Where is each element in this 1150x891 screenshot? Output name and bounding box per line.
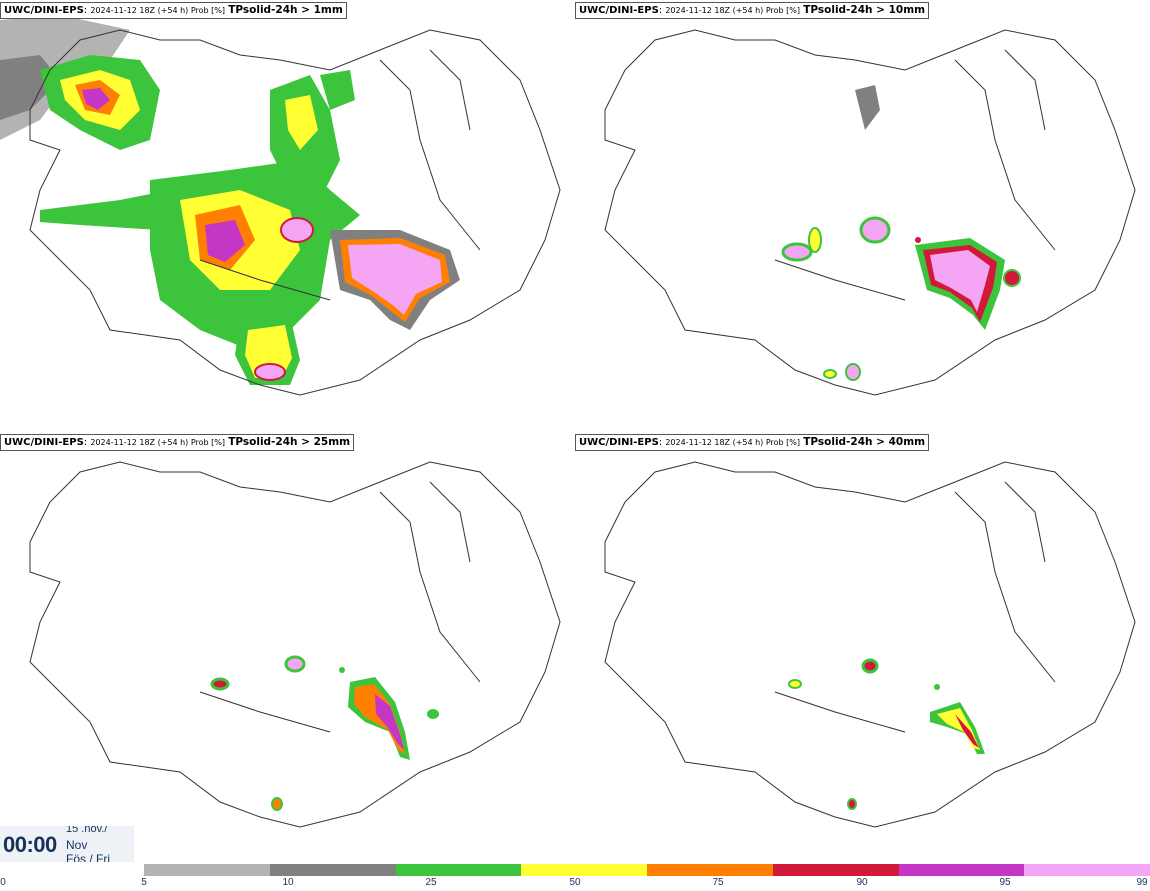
probability-shading — [210, 655, 439, 811]
parameter-label: TPsolid-24h > 25mm — [228, 436, 351, 448]
colorbar-seg-50-75 — [521, 864, 647, 876]
run-info: 2024-11-12 18Z (+54 h) Prob [%] — [90, 6, 226, 15]
colorbar-tick-label: 50 — [569, 877, 581, 888]
parameter-label: TPsolid-24h > 40mm — [803, 436, 926, 448]
run-info: 2024-11-12 18Z (+54 h) Prob [%] — [90, 438, 226, 447]
map-panel-10mm: UWC/DINI-EPS: 2024-11-12 18Z (+54 h) Pro… — [575, 0, 1150, 430]
panel-title: UWC/DINI-EPS: 2024-11-12 18Z (+54 h) Pro… — [575, 2, 930, 19]
valid-date: 15 .nóv./ — [66, 826, 108, 835]
iceland-probability-map — [0, 15, 561, 396]
colorbar-seg-10-25 — [269, 864, 396, 876]
iceland-probability-map — [604, 29, 1136, 396]
parameter-label: TPsolid-24h > 10mm — [803, 4, 926, 16]
colorbar-seg-75-90 — [647, 864, 773, 876]
panel-title: UWC/DINI-EPS: 2024-11-12 18Z (+54 h) Pro… — [0, 2, 347, 19]
colorbar-tick-label: 75 — [712, 877, 724, 888]
iceland-probability-map — [29, 461, 561, 828]
valid-weekday: Fös / Fri — [66, 852, 110, 862]
model-name: UWC/DINI-EPS — [4, 437, 84, 448]
valid-time-box: 00:00 15 .nóv./ Nov Fös / Fri — [0, 826, 134, 862]
colorbar-seg-25-50 — [395, 864, 522, 876]
panel-title: UWC/DINI-EPS: 2024-11-12 18Z (+54 h) Pro… — [0, 434, 355, 451]
panel-title: UWC/DINI-EPS: 2024-11-12 18Z (+54 h) Pro… — [575, 434, 930, 451]
colorbar-tick-label: 0 — [0, 877, 6, 888]
colorbar-tick-label: 99 — [1136, 877, 1148, 888]
probability-shading — [0, 15, 460, 385]
map-panel-40mm: UWC/DINI-EPS: 2024-11-12 18Z (+54 h) Pro… — [575, 432, 1150, 862]
model-name: UWC/DINI-EPS — [579, 5, 659, 16]
colorbar-seg-5-10 — [144, 864, 270, 876]
model-name: UWC/DINI-EPS — [579, 437, 659, 448]
colorbar-tick-label: 25 — [425, 877, 437, 888]
map-panel-1mm: UWC/DINI-EPS: 2024-11-12 18Z (+54 h) Pro… — [0, 0, 575, 430]
colorbar-seg-95-99 — [898, 864, 1025, 876]
colorbar-seg-90-95 — [772, 864, 899, 876]
probability-shading — [788, 658, 985, 810]
colorbar-tick-label: 5 — [141, 877, 147, 888]
colorbar-tick-label: 90 — [856, 877, 868, 888]
map-panel-25mm: UWC/DINI-EPS: 2024-11-12 18Z (+54 h) Pro… — [0, 432, 575, 862]
colorbar-tick-label: 10 — [282, 877, 294, 888]
probability-colorbar — [144, 864, 1150, 876]
coastline — [604, 461, 1136, 828]
probability-shading — [781, 85, 1021, 381]
iceland-probability-map — [604, 461, 1136, 828]
coastline — [29, 461, 561, 828]
valid-month: Nov — [66, 838, 88, 852]
parameter-label: TPsolid-24h > 1mm — [228, 4, 343, 16]
valid-time-clock: 00:00 — [3, 832, 57, 857]
colorbar-tick-label: 95 — [999, 877, 1011, 888]
run-info: 2024-11-12 18Z (+54 h) Prob [%] — [665, 438, 801, 447]
colorbar-seg-99-100 — [1024, 864, 1150, 876]
model-name: UWC/DINI-EPS — [4, 5, 84, 16]
coastline — [29, 29, 561, 396]
coastline — [604, 29, 1136, 396]
run-info: 2024-11-12 18Z (+54 h) Prob [%] — [665, 6, 801, 15]
